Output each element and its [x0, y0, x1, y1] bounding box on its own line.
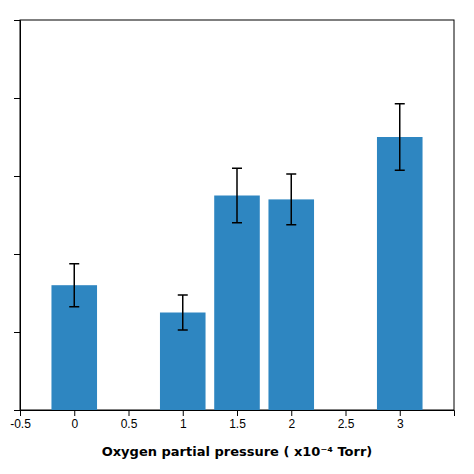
x-tick-mark — [237, 410, 238, 416]
y-tick-mark — [14, 254, 20, 255]
error-bar — [286, 174, 296, 225]
error-bar-path — [69, 264, 79, 307]
y-tick — [14, 254, 20, 255]
error-bar-path — [178, 295, 188, 330]
y-tick-mark — [14, 410, 20, 411]
x-tick-mark — [346, 410, 347, 416]
error-bar-path — [286, 174, 296, 225]
bar — [268, 199, 314, 410]
error-bar — [178, 295, 188, 330]
error-bar — [69, 264, 79, 307]
x-tick-label: -0.5 — [10, 417, 31, 431]
x-tick: 2.5 — [338, 410, 355, 431]
x-axis: -0.5 0 0.5 1 1.5 2 2.5 3 — [10, 410, 454, 431]
x-tick: 3 — [397, 410, 404, 431]
x-axis-line — [21, 411, 455, 417]
x-tick: 1 — [180, 410, 187, 431]
error-bar-path — [395, 104, 405, 170]
y-tick-mark — [14, 98, 20, 99]
x-tick-label: 2.5 — [338, 417, 355, 431]
error-bar — [232, 168, 242, 223]
y-tick — [14, 176, 20, 177]
plot: -0.5 0 0.5 1 1.5 2 2.5 3 Oxygen partial pressure… — [10, 20, 454, 459]
chart-container: -0.5 0 0.5 1 1.5 2 2.5 3 Oxygen partial pressure… — [0, 0, 474, 474]
x-tick: -0.5 — [10, 410, 31, 431]
x-tick: 0.5 — [121, 410, 138, 431]
y-axis — [14, 21, 21, 411]
y-tick — [14, 332, 20, 333]
x-tick-mark — [129, 410, 130, 416]
x-tick-label: 1.5 — [229, 417, 246, 431]
x-tick-mark — [74, 410, 75, 416]
y-axis-line — [14, 21, 21, 411]
plot-frame — [20, 20, 454, 410]
bar — [377, 137, 423, 410]
y-tick — [14, 410, 20, 411]
y-tick-mark — [14, 176, 20, 177]
x-tick-label: 3 — [397, 417, 404, 431]
y-tick-mark — [14, 20, 20, 21]
x-tick-label: 0.5 — [121, 417, 138, 431]
x-tick-mark — [291, 410, 292, 416]
marks — [51, 104, 422, 410]
x-tick-mark — [400, 410, 401, 416]
x-axis-title: Oxygen partial pressure ( x10⁻⁴ Torr) — [102, 444, 373, 459]
x-tick-label: 1 — [180, 417, 187, 431]
x-tick: 2 — [288, 410, 295, 431]
x-tick-label: 2 — [288, 417, 295, 431]
x-tick-mark — [183, 410, 184, 416]
y-tick — [14, 20, 20, 21]
bar — [214, 196, 260, 411]
x-tick: 1.5 — [229, 410, 246, 431]
y-tick-mark — [14, 332, 20, 333]
y-tick — [14, 98, 20, 99]
x-tick-label: 0 — [71, 417, 78, 431]
error-bar — [395, 104, 405, 170]
x-tick: 0 — [71, 410, 78, 431]
error-bar-path — [232, 168, 242, 223]
chart-svg: -0.5 0 0.5 1 1.5 2 2.5 3 Oxygen partial pressure… — [0, 0, 474, 474]
